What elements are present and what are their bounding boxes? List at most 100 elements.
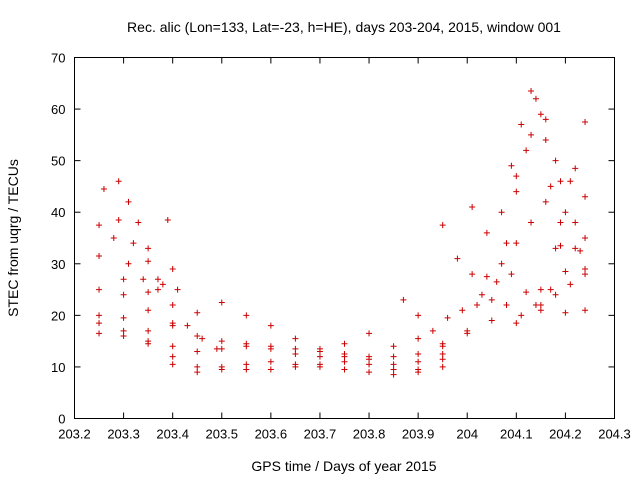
data-point <box>528 88 535 95</box>
data-point <box>542 137 549 144</box>
data-point <box>169 320 176 327</box>
x-tick-label: 203.8 <box>353 427 386 442</box>
data-point <box>125 198 132 205</box>
data-point <box>523 289 530 296</box>
y-tick-label: 20 <box>51 308 65 323</box>
data-point <box>390 361 397 368</box>
data-point <box>120 291 127 298</box>
data-point <box>537 307 544 314</box>
data-point <box>415 335 422 342</box>
data-point <box>547 183 554 190</box>
data-point <box>582 118 589 125</box>
x-tick-label: 203.9 <box>402 427 435 442</box>
data-point <box>243 312 250 319</box>
data-point <box>542 198 549 205</box>
data-point <box>145 338 152 345</box>
data-point <box>508 271 515 278</box>
data-point <box>469 271 476 278</box>
data-point <box>120 332 127 339</box>
data-point <box>267 343 274 350</box>
x-tick-label: 203.2 <box>58 427 91 442</box>
data-point <box>292 345 299 352</box>
y-tick-label: 0 <box>58 412 65 427</box>
data-point <box>493 278 500 285</box>
data-point <box>557 178 564 185</box>
data-point <box>557 242 564 249</box>
data-point <box>316 361 323 368</box>
data-point <box>96 320 103 327</box>
data-point <box>459 307 466 314</box>
data-point <box>552 157 559 164</box>
data-point <box>542 116 549 123</box>
data-point <box>518 312 525 319</box>
data-point <box>439 356 446 363</box>
data-point <box>513 320 520 327</box>
data-point <box>194 369 201 376</box>
data-point <box>503 240 510 247</box>
data-point <box>415 366 422 373</box>
data-point <box>366 330 373 337</box>
data-point <box>125 260 132 267</box>
data-point <box>439 222 446 229</box>
data-point <box>454 255 461 262</box>
data-point <box>154 286 161 293</box>
data-point <box>341 366 348 373</box>
data-point <box>100 186 107 193</box>
y-tick-label: 30 <box>51 257 65 272</box>
data-point <box>582 193 589 200</box>
x-tick-label: 203.6 <box>255 427 288 442</box>
data-point <box>194 309 201 316</box>
data-point <box>96 253 103 260</box>
data-point <box>115 216 122 223</box>
data-point <box>523 147 530 154</box>
data-point <box>498 260 505 267</box>
data-point <box>429 327 436 334</box>
data-point <box>243 366 250 373</box>
data-point <box>140 276 147 283</box>
data-point <box>513 173 520 180</box>
data-point <box>552 245 559 252</box>
data-point <box>562 209 569 216</box>
data-point <box>218 363 225 370</box>
data-points <box>96 88 589 378</box>
data-point <box>572 165 579 172</box>
data-point <box>390 366 397 373</box>
data-point <box>145 289 152 296</box>
data-point <box>532 302 539 309</box>
data-point <box>169 353 176 360</box>
data-point <box>169 265 176 272</box>
data-point <box>390 371 397 378</box>
data-point <box>366 361 373 368</box>
data-point <box>562 268 569 275</box>
data-point <box>267 358 274 365</box>
data-point <box>567 178 574 185</box>
data-point <box>488 296 495 303</box>
data-point <box>194 363 201 370</box>
data-point <box>243 361 250 368</box>
data-point <box>96 330 103 337</box>
data-point <box>567 281 574 288</box>
data-point <box>292 351 299 358</box>
data-point <box>390 353 397 360</box>
data-point <box>513 240 520 247</box>
data-point <box>267 322 274 329</box>
data-point <box>218 299 225 306</box>
data-point <box>130 240 137 247</box>
data-point <box>174 286 181 293</box>
data-point <box>439 363 446 370</box>
data-point <box>110 235 117 241</box>
data-point <box>415 351 422 358</box>
data-point <box>518 121 525 128</box>
x-tick-label: 203.7 <box>304 427 337 442</box>
data-point <box>341 358 348 365</box>
data-point <box>483 229 490 236</box>
data-point <box>532 95 539 102</box>
data-point <box>503 302 510 309</box>
data-point <box>120 314 127 321</box>
data-point <box>145 307 152 314</box>
chart-title: Rec. alic (Lon=133, Lat=-23, h=HE), days… <box>127 19 561 35</box>
data-point <box>562 309 569 316</box>
data-point <box>537 111 544 118</box>
data-point <box>552 291 559 298</box>
x-axis-label: GPS time / Days of year 2015 <box>251 458 436 474</box>
